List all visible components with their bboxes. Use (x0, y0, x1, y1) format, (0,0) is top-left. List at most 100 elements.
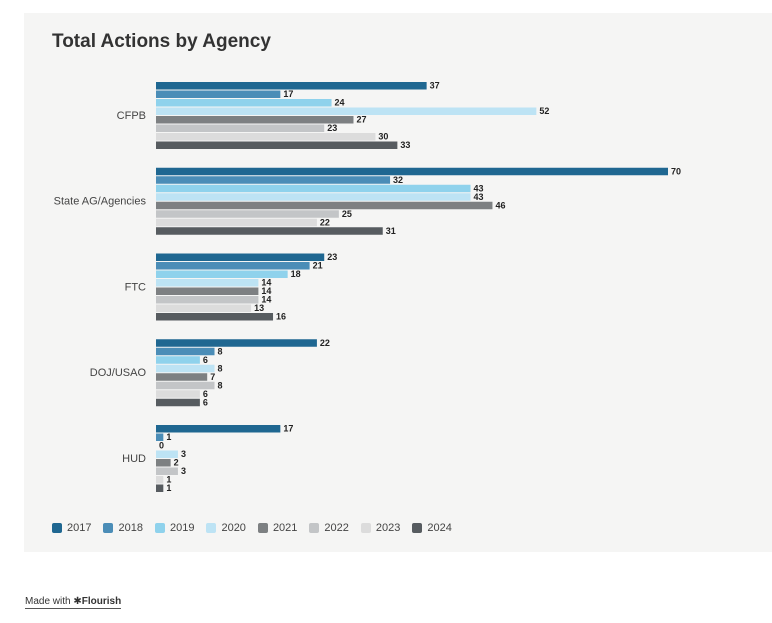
legend: 2017 2018 2019 2020 2021 2022 2023 2024 (52, 522, 464, 534)
legend-label-2022: 2022 (324, 522, 349, 534)
bar-hud-2021[interactable] (156, 459, 171, 467)
value-label-hud-2020: 3 (181, 449, 186, 459)
bar-cfpb-2024[interactable] (156, 141, 398, 150)
bar-doj-usao-2022[interactable] (156, 381, 215, 390)
bar-doj-usao-2019[interactable] (156, 356, 200, 364)
value-label-cfpb-2021: 27 (356, 115, 366, 125)
value-label-state-ag-agencies-2019: 43 (474, 183, 484, 193)
value-label-state-ag-agencies-2021: 46 (495, 200, 505, 210)
legend-label-2018: 2018 (118, 522, 143, 534)
bar-hud-2018[interactable] (156, 433, 164, 442)
bar-ftc-2020[interactable] (156, 279, 259, 287)
bar-hud-2023[interactable] (156, 476, 164, 484)
legend-item-2017[interactable]: 2017 (52, 522, 91, 534)
chart-title: Total Actions by Agency (52, 31, 271, 52)
bar-ftc-2023[interactable] (156, 304, 252, 313)
bar-hud-2024[interactable] (156, 484, 164, 493)
value-label-state-ag-agencies-2020: 43 (474, 192, 484, 202)
bar-hud-2020[interactable] (156, 450, 178, 459)
value-label-state-ag-agencies-2023: 22 (320, 217, 330, 227)
value-label-doj-usao-2020: 8 (218, 363, 223, 373)
value-label-state-ag-agencies-2022: 25 (342, 209, 352, 219)
value-label-doj-usao-2021: 7 (210, 372, 215, 382)
value-label-hud-2019: 0 (159, 441, 164, 451)
category-label-state-ag-agencies: State AG/Agencies (54, 196, 147, 208)
legend-item-2022[interactable]: 2022 (309, 522, 349, 534)
legend-label-2020: 2020 (221, 522, 246, 534)
value-label-state-ag-agencies-2018: 32 (393, 175, 403, 185)
bar-state-ag-agencies-2019[interactable] (156, 184, 471, 193)
legend-item-2024[interactable]: 2024 (412, 522, 452, 534)
bar-cfpb-2023[interactable] (156, 133, 376, 141)
value-label-ftc-2022: 14 (261, 295, 271, 305)
legend-item-2023[interactable]: 2023 (360, 522, 400, 534)
flourish-logo-icon: ✱ (73, 596, 82, 607)
legend-swatch-2024 (412, 523, 423, 533)
value-label-ftc-2021: 14 (261, 286, 271, 296)
value-label-cfpb-2019: 24 (335, 98, 345, 108)
value-label-doj-usao-2023: 6 (203, 389, 208, 399)
bar-cfpb-2019[interactable] (156, 99, 332, 107)
value-label-cfpb-2018: 17 (283, 89, 293, 99)
value-label-ftc-2019: 18 (291, 269, 301, 279)
legend-label-2024: 2024 (427, 522, 452, 534)
bar-state-ag-agencies-2024[interactable] (156, 227, 383, 235)
category-label-hud: HUD (122, 453, 146, 465)
bar-state-ag-agencies-2018[interactable] (156, 176, 391, 184)
bar-doj-usao-2023[interactable] (156, 390, 200, 398)
bar-ftc-2017[interactable] (156, 253, 325, 262)
legend-swatch-2020 (206, 523, 217, 533)
value-label-hud-2021: 2 (174, 458, 179, 468)
value-label-state-ag-agencies-2024: 31 (386, 226, 396, 236)
legend-label-2021: 2021 (272, 522, 298, 534)
bar-ftc-2018[interactable] (156, 262, 310, 270)
value-label-ftc-2020: 14 (261, 278, 271, 288)
legend-label-2019: 2019 (169, 522, 195, 534)
bar-state-ag-agencies-2021[interactable] (156, 201, 493, 210)
bar-hud-2017[interactable] (156, 425, 281, 433)
value-label-cfpb-2024: 33 (400, 140, 410, 150)
bar-state-ag-agencies-2023[interactable] (156, 218, 317, 227)
value-label-doj-usao-2017: 22 (320, 338, 330, 348)
bar-hud-2022[interactable] (156, 467, 178, 476)
value-label-doj-usao-2024: 6 (203, 397, 208, 407)
bar-cfpb-2021[interactable] (156, 116, 354, 124)
legend-item-2021[interactable]: 2021 (257, 522, 298, 534)
bar-state-ag-agencies-2017[interactable] (156, 167, 668, 176)
legend-swatch-2019 (154, 523, 165, 533)
bar-state-ag-agencies-2020[interactable] (156, 193, 471, 201)
value-label-ftc-2023: 13 (254, 303, 264, 313)
bar-cfpb-2018[interactable] (156, 90, 281, 99)
bar-ftc-2021[interactable] (156, 287, 259, 296)
legend-item-2019[interactable]: 2019 (154, 522, 195, 534)
value-label-ftc-2018: 21 (313, 261, 323, 271)
legend-item-2020[interactable]: 2020 (206, 522, 246, 534)
value-label-cfpb-2017: 37 (430, 81, 440, 91)
bar-state-ag-agencies-2022[interactable] (156, 210, 339, 218)
legend-swatch-2021 (257, 523, 268, 533)
legend-swatch-2018 (103, 523, 114, 533)
value-label-hud-2024: 1 (166, 483, 171, 493)
bar-ftc-2022[interactable] (156, 296, 259, 304)
category-label-ftc: FTC (125, 281, 146, 293)
chart-card: Total Actions by Agency CFPB 37 17 24 52 27 23… (24, 13, 772, 552)
value-label-hud-2023: 1 (166, 475, 171, 485)
bar-cfpb-2020[interactable] (156, 107, 537, 116)
bar-ftc-2024[interactable] (156, 313, 274, 321)
made-with-flourish-link[interactable]: Made with ✱Flourish (25, 596, 122, 609)
bar-doj-usao-2024[interactable] (156, 398, 200, 407)
bar-cfpb-2022[interactable] (156, 124, 325, 133)
bar-cfpb-2017[interactable] (156, 82, 427, 90)
bar-doj-usao-2020[interactable] (156, 364, 215, 373)
bar-doj-usao-2021[interactable] (156, 373, 208, 381)
value-label-ftc-2017: 23 (327, 252, 337, 262)
legend-item-2018[interactable]: 2018 (103, 522, 143, 534)
legend-swatch-2022 (309, 523, 320, 533)
category-label-cfpb: CFPB (117, 110, 146, 122)
bar-ftc-2019[interactable] (156, 270, 288, 279)
bar-doj-usao-2018[interactable] (156, 347, 215, 356)
value-label-cfpb-2020: 52 (539, 106, 549, 116)
bar-doj-usao-2017[interactable] (156, 339, 317, 347)
value-label-cfpb-2023: 30 (378, 132, 388, 142)
value-label-doj-usao-2018: 8 (218, 346, 223, 356)
